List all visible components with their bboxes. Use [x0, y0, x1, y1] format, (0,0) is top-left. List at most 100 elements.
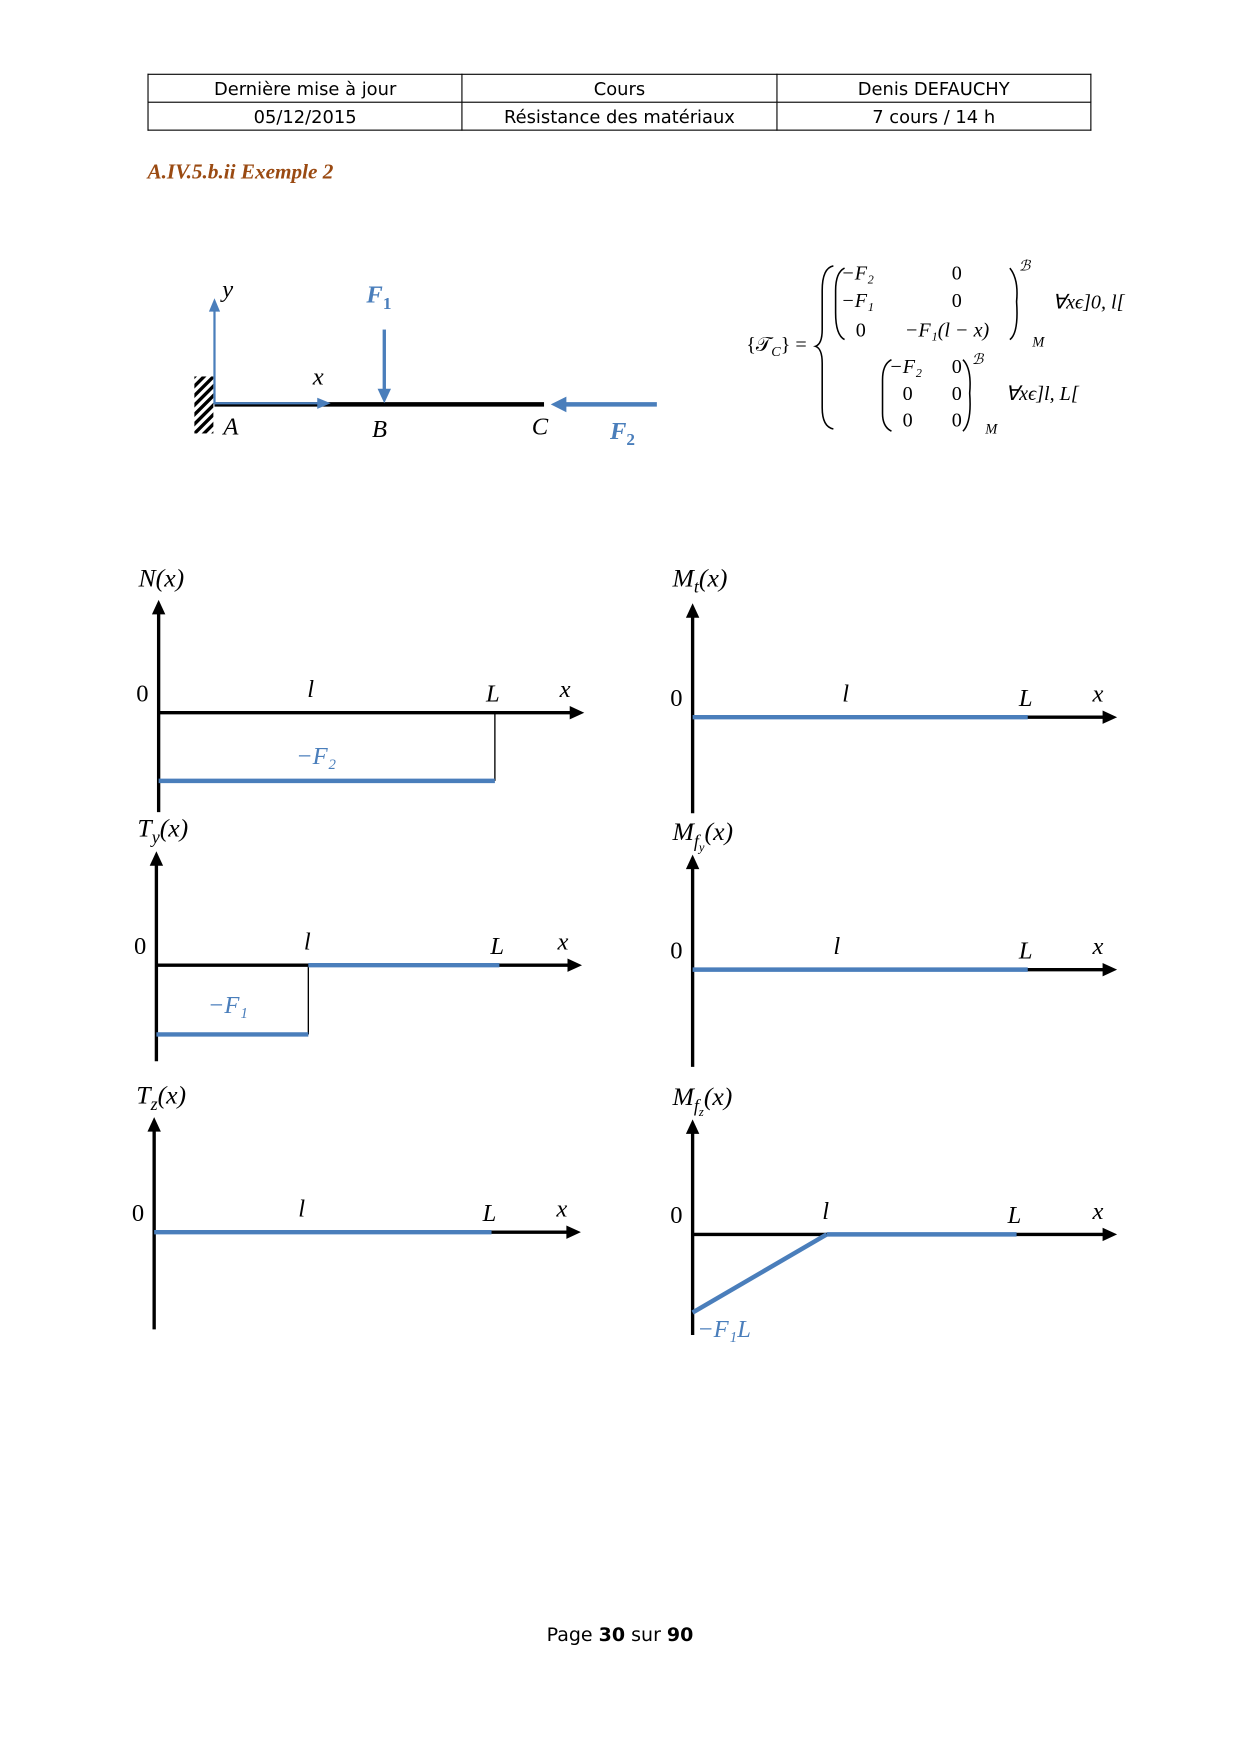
- header-cell: 7 cours / 14 h: [776, 101, 1092, 131]
- header-cell: 05/12/2015: [147, 101, 463, 131]
- title-sub-text: f: [693, 831, 699, 851]
- title-sub: fy: [693, 831, 705, 854]
- matrix-cell: 0: [902, 382, 913, 405]
- matrix-cell: −F₂: [841, 261, 875, 284]
- y-axis-arrowhead: [151, 599, 166, 615]
- equation-lhs: {𝒯C} =: [746, 333, 806, 360]
- fixed-support-hatch: [194, 376, 214, 434]
- tick-label-l: l: [303, 927, 311, 956]
- matrix-cell: 0: [951, 289, 962, 312]
- force-f2-arrow: [550, 396, 657, 413]
- domain-2: ∀xϵ]l, L[: [1005, 382, 1079, 405]
- matrix-cell: 0: [951, 382, 962, 405]
- y-axis-arrowhead: [147, 1117, 161, 1132]
- x-axis-arrowhead: [569, 706, 585, 720]
- origin-label: 0: [670, 1200, 683, 1229]
- footer-prefix: Page: [546, 1624, 593, 1647]
- title-main: T: [136, 1081, 151, 1110]
- section-title: A.IV.5.b.ii Exemple 2: [147, 160, 334, 185]
- force-name: F: [609, 416, 627, 445]
- title-sub: t: [694, 578, 699, 597]
- plot-title: Mfy(x): [673, 819, 734, 855]
- title-rest: (x): [159, 814, 189, 843]
- origin-label: 0: [670, 936, 683, 965]
- force-f1-arrow: [377, 329, 391, 404]
- title-rest: (x): [155, 564, 185, 593]
- x-axis-arrowhead: [567, 958, 583, 972]
- point-c-label: C: [531, 412, 549, 441]
- lhs-text: {𝒯: [746, 332, 772, 356]
- header-cell: Dernière mise à jour: [147, 73, 463, 103]
- title-rest: (x): [704, 817, 734, 846]
- header-cell: Cours: [461, 73, 778, 103]
- title-sub-text: t: [693, 578, 699, 598]
- x-vector-label: x⃗: [312, 361, 343, 390]
- x-axis-label: x: [1092, 679, 1104, 708]
- x-axis-label: x: [1092, 1196, 1104, 1225]
- title-sub: z: [151, 1095, 158, 1114]
- x-axis-label: x: [559, 674, 571, 703]
- page-total: 90: [666, 1624, 694, 1647]
- plot-title: Ty(x): [137, 815, 188, 847]
- force-f2-label: F2: [609, 416, 635, 449]
- matrix1-right-paren: [1009, 267, 1018, 341]
- matrix-cell: −F₁: [841, 289, 875, 312]
- x-axis-label: x: [557, 927, 569, 956]
- basis-sup: ℬ: [1018, 256, 1031, 274]
- matrix2-right-paren: [962, 359, 971, 432]
- x-axis-label: x: [556, 1194, 568, 1223]
- lhs-end: } =: [780, 332, 807, 356]
- big-brace: [813, 265, 834, 430]
- y-axis-arrowhead: [685, 854, 700, 870]
- point-a-label: A: [223, 412, 239, 441]
- value-label: −F₁L: [697, 1314, 751, 1343]
- matrix2-left-paren: [881, 359, 892, 432]
- title-sub-text: f: [693, 1096, 699, 1116]
- title-sub-text: y: [151, 828, 160, 848]
- plot-title: Mfz(x): [673, 1084, 733, 1120]
- tick-label-l: l: [822, 1196, 830, 1225]
- origin-label: 0: [134, 931, 147, 960]
- tick-label-l: l: [307, 674, 315, 703]
- force-name: F: [366, 280, 383, 309]
- origin-label: 0: [670, 683, 683, 712]
- x-axis-arrowhead: [1102, 962, 1118, 977]
- matrix-cell: 0: [855, 318, 866, 341]
- title-main: T: [137, 814, 152, 843]
- x-axis-arrowhead: [566, 1225, 581, 1239]
- header-cell: Résistance des matériaux: [461, 101, 778, 131]
- tick-label-l: l: [298, 1194, 306, 1223]
- title-main: M: [672, 1082, 694, 1111]
- tick-label-l: l: [842, 679, 850, 708]
- matrix-cell: 0: [951, 261, 962, 284]
- plot-title: Mt(x): [673, 565, 728, 597]
- matrix-cell: 0: [902, 408, 913, 432]
- tick-label-l: l: [833, 931, 841, 960]
- title-sub: fz: [693, 1096, 704, 1120]
- title-main: M: [672, 817, 694, 846]
- page-footer: Page 30 sur 90: [0, 1624, 1240, 1646]
- lhs-sub: C: [771, 343, 781, 360]
- footer-middle: sur: [631, 1624, 661, 1647]
- title-rest: (x): [698, 564, 728, 593]
- header-table: Dernière mise à jour Cours Denis DEFAUCH…: [147, 73, 1092, 131]
- tick-label-L: L: [482, 1198, 497, 1227]
- origin-label: 0: [136, 679, 149, 708]
- y-axis-arrowhead: [149, 851, 164, 866]
- page-number: 30: [598, 1624, 626, 1647]
- domain-1: ∀xϵ]0, l[: [1052, 290, 1125, 313]
- x-axis-arrowhead: [1102, 710, 1118, 724]
- y-axis-arrow: [208, 298, 221, 405]
- matrix-cell: −F₁(l − x): [904, 318, 990, 341]
- title-subsub: z: [698, 1105, 704, 1120]
- matrix-cell: 0: [951, 355, 962, 378]
- title-sub: y: [152, 828, 160, 847]
- plot-title: Tz(x): [136, 1082, 186, 1114]
- x-axis-arrow: [214, 397, 331, 409]
- tick-label-L: L: [490, 931, 505, 960]
- force-f1-label: F1: [366, 280, 391, 313]
